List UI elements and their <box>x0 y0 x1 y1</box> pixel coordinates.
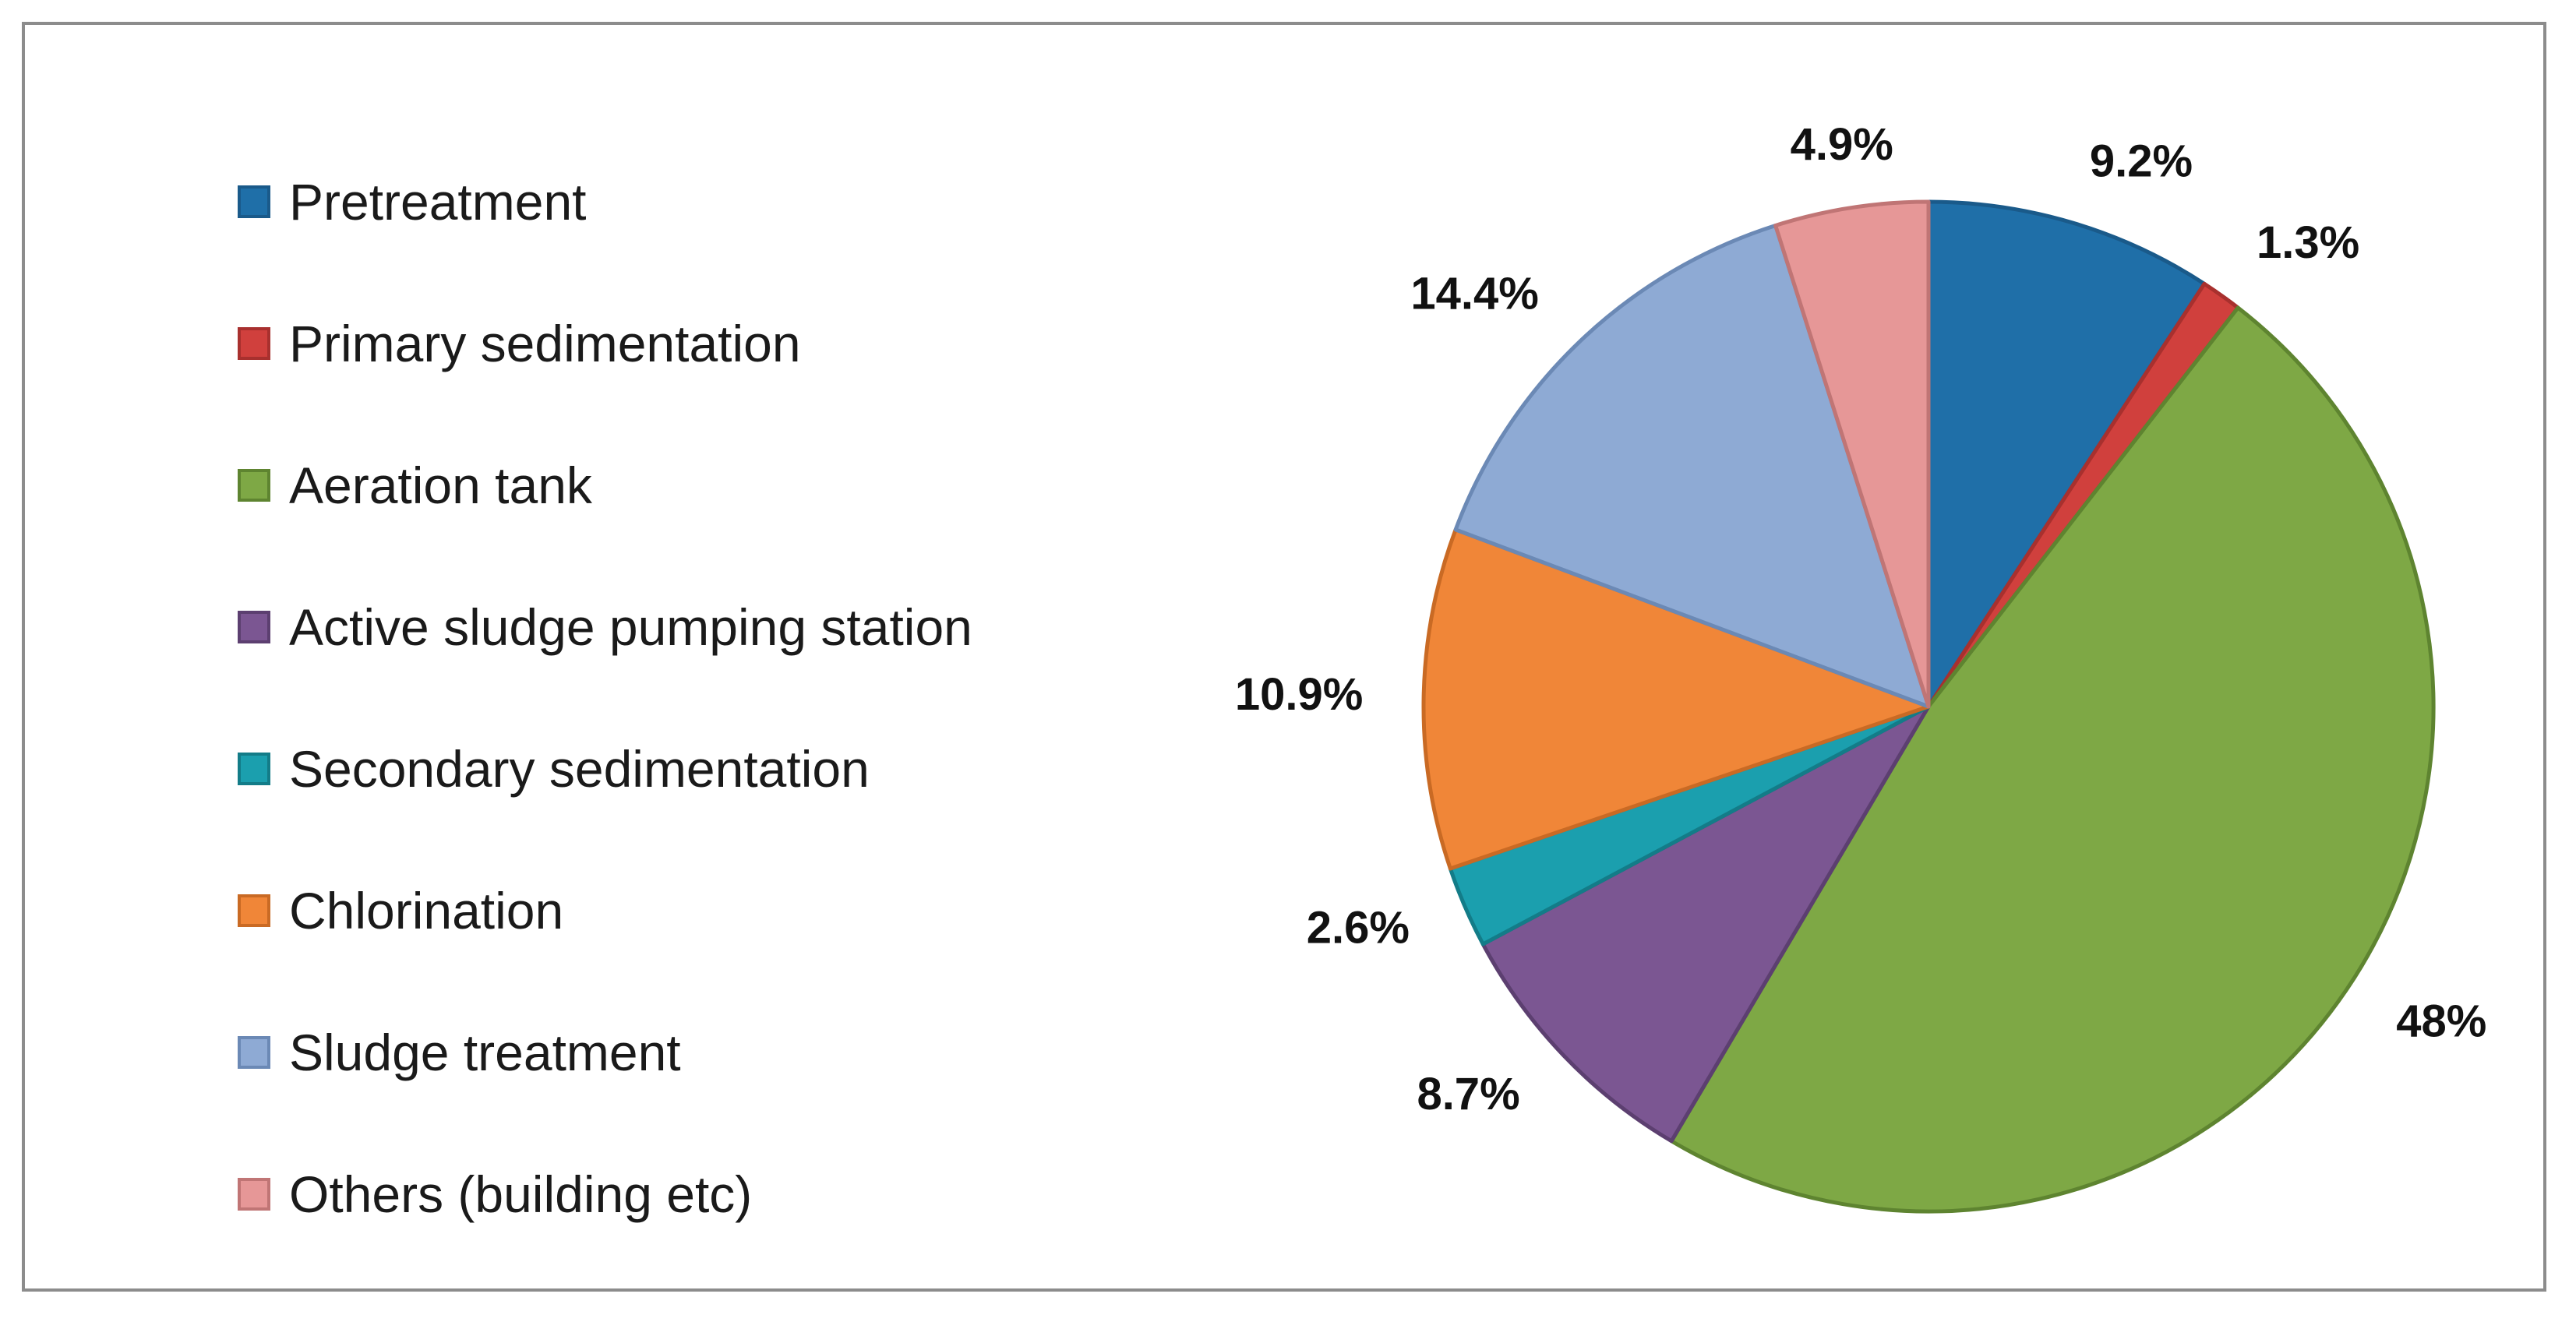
legend-item-active-sludge-pumping-station: Active sludge pumping station <box>238 556 1251 698</box>
pie-slice-aeration-tank <box>1669 305 2436 1214</box>
legend-item-primary-sedimentation: Primary sedimentation <box>238 273 1251 414</box>
pie-labels: 9.2% 1.3% 48% 8.7% 2.6% 10.9% 14.4% 4.9% <box>1235 119 2486 1119</box>
data-label-secondary-sedimentation: 2.6% <box>1307 903 1410 954</box>
legend-swatch <box>238 327 270 360</box>
data-label-others-building-etc: 4.9% <box>1791 119 1893 170</box>
chart-legend: Pretreatment Primary sedimentation Aerat… <box>238 131 1251 1265</box>
legend-swatch <box>238 611 270 643</box>
legend-swatch <box>238 894 270 927</box>
legend-label: Sludge treatment <box>289 1024 681 1081</box>
data-label-sludge-treatment: 14.4% <box>1410 268 1538 319</box>
pie-slice-active-sludge-pumping-station <box>1480 704 1931 1144</box>
data-label-pretreatment: 9.2% <box>2090 136 2193 187</box>
legend-label: Chlorination <box>289 882 564 939</box>
pie-slice-pretreatment <box>1926 199 2207 709</box>
legend-label: Pretreatment <box>289 173 587 231</box>
pie-slice-others-building-etc <box>1773 199 1931 709</box>
legend-swatch <box>238 1036 270 1069</box>
data-label-chlorination: 10.9% <box>1235 669 1363 720</box>
legend-label: Aeration tank <box>289 456 592 514</box>
legend-label: Primary sedimentation <box>289 315 801 372</box>
legend-label: Others (building etc) <box>289 1165 753 1223</box>
data-label-active-sludge-pumping-station: 8.7% <box>1417 1069 1519 1119</box>
data-label-aeration-tank: 48% <box>2396 996 2486 1046</box>
legend-swatch <box>238 185 270 218</box>
legend-item-aeration-tank: Aeration tank <box>238 414 1251 556</box>
legend-label: Secondary sedimentation <box>289 740 870 798</box>
legend-label: Active sludge pumping station <box>289 598 972 656</box>
pie-slices <box>1421 199 2436 1214</box>
legend-swatch <box>238 469 270 502</box>
legend-item-sludge-treatment: Sludge treatment <box>238 982 1251 1123</box>
legend-item-pretreatment: Pretreatment <box>238 131 1251 273</box>
pie-slice-chlorination <box>1421 527 1931 871</box>
legend-swatch <box>238 1178 270 1211</box>
pie-slice-sludge-treatment <box>1453 223 1931 709</box>
legend-item-secondary-sedimentation: Secondary sedimentation <box>238 698 1251 840</box>
legend-item-others: Others (building etc) <box>238 1123 1251 1265</box>
legend-swatch <box>238 753 270 785</box>
legend-item-chlorination: Chlorination <box>238 840 1251 982</box>
data-label-primary-sedimentation: 1.3% <box>2257 217 2359 268</box>
